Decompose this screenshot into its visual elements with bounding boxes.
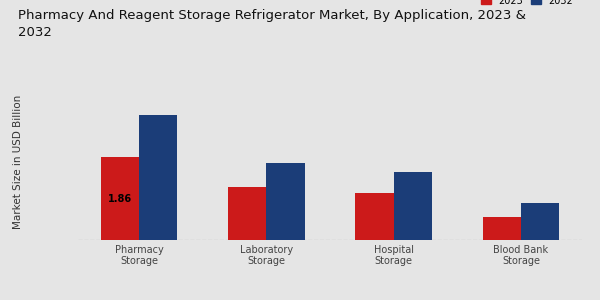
Legend: 2023, 2032: 2023, 2032 [477,0,577,10]
Bar [101,157,139,240]
Bar [228,187,266,240]
Text: Pharmacy And Reagent Storage Refrigerator Market, By Application, 2023 &
2032: Pharmacy And Reagent Storage Refrigerato… [18,9,526,39]
Bar [139,115,177,240]
Bar [521,203,559,240]
Text: 1.86: 1.86 [108,194,132,203]
Bar [266,163,305,240]
Bar [483,217,521,240]
Text: Market Size in USD Billion: Market Size in USD Billion [13,95,23,229]
Bar [355,193,394,240]
Bar [394,172,432,240]
